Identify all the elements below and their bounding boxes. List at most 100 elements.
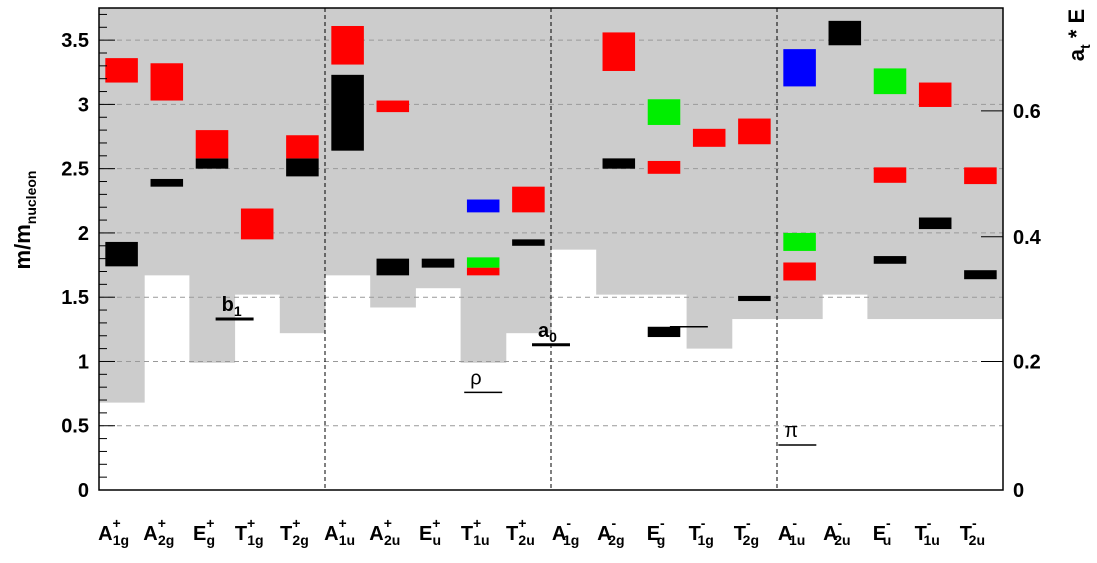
- y-tick-label-7: 3.5: [61, 30, 89, 52]
- y-tick-label-3: 1.5: [61, 287, 89, 309]
- category-label-11: A-2g: [597, 515, 624, 548]
- y-tick-label-2: 1: [78, 351, 89, 373]
- category-labels-layer: A+ 1g A+ 2g E+ g T+ 1g T+ 2g A+ 1u A+ 2u E+ u T+ 1u T+ 2u A-…: [98, 515, 985, 548]
- shaded-region-14: [731, 8, 778, 320]
- state-band-24: [692, 128, 726, 147]
- y2-tick-label-3: 0.6: [1013, 101, 1041, 123]
- state-band-28: [783, 232, 816, 251]
- y2-tick-label-1: 0.2: [1013, 351, 1041, 373]
- state-band-33: [873, 68, 907, 95]
- reference-lines-layer: b1 ρ a0 π: [215, 294, 817, 446]
- shaded-region-6: [370, 8, 416, 308]
- plot-frame: [98, 7, 1004, 491]
- reference-label-4: π: [784, 420, 798, 442]
- state-band-1: [105, 58, 138, 83]
- shaded-region-3: [234, 8, 281, 295]
- state-band-17: [512, 239, 545, 246]
- shaded-region-7: [415, 8, 462, 289]
- shaded-region-10: [551, 8, 597, 250]
- state-band-37: [964, 167, 997, 185]
- state-band-0: [105, 241, 138, 267]
- y-tick-label-1: 0.5: [61, 416, 89, 438]
- state-band-20: [602, 32, 636, 71]
- state-band-8: [286, 135, 319, 159]
- state-band-7: [286, 158, 319, 177]
- category-label-9: T+ 2u: [506, 515, 535, 548]
- shaded-region-17: [867, 8, 914, 320]
- y-axis-title: m/mnucleon: [10, 171, 39, 270]
- state-band-26: [738, 118, 771, 145]
- category-label-13: T-1g: [689, 515, 714, 548]
- category-label-19: T-2u: [960, 515, 985, 548]
- shaded-region-18: [912, 8, 959, 320]
- category-label-16: A-2u: [823, 515, 850, 548]
- reference-label-1: ρ: [470, 367, 481, 389]
- y2-axis-title-main: a: [1064, 48, 1089, 61]
- category-label-8: T+ 1u: [461, 515, 490, 548]
- state-bands-layer: [105, 20, 997, 338]
- state-band-22: [647, 160, 681, 174]
- state-band-23: [647, 99, 681, 125]
- state-band-19: [602, 158, 636, 169]
- y-axis-title-main: m/m: [10, 224, 35, 269]
- shaded-region-2: [189, 8, 236, 363]
- y-tick-label-0: 0: [78, 480, 89, 502]
- state-band-2: [150, 178, 184, 187]
- category-label-15: A-1u: [778, 515, 805, 548]
- state-band-35: [918, 82, 952, 107]
- ticks-layer: 0 0.5 1 1.5 2 2.5 3 3.5 0 0.2 0.4 0.6: [61, 13, 1042, 502]
- y2-tick-label-0: 0: [1013, 480, 1024, 502]
- shaded-region-8: [460, 8, 507, 363]
- category-label-5: A+ 1u: [324, 515, 355, 548]
- state-band-27: [783, 262, 816, 281]
- y-tick-label-6: 3: [78, 94, 89, 116]
- category-label-18: T-1u: [915, 515, 940, 548]
- state-band-30: [828, 20, 862, 46]
- shaded-region-1: [144, 8, 190, 276]
- y2-axis-title-suffix: * E: [1064, 9, 1089, 44]
- category-label-0: A+ 1g: [98, 515, 129, 548]
- reference-label-0: b1: [222, 294, 242, 319]
- reference-label-2: a0: [538, 320, 557, 345]
- state-band-36: [964, 270, 997, 280]
- state-band-9: [331, 74, 364, 151]
- state-band-21: [647, 326, 681, 338]
- category-label-10: A-1g: [552, 515, 579, 548]
- state-band-10: [331, 25, 364, 65]
- state-band-31: [873, 256, 907, 264]
- shaded-region-12: [641, 8, 688, 295]
- state-band-4: [195, 158, 229, 169]
- shaded-region-16: [822, 8, 868, 295]
- y-tick-label-4: 2: [78, 223, 89, 245]
- state-band-14: [466, 267, 500, 276]
- y2-tick-label-2: 0.4: [1013, 227, 1042, 249]
- state-band-5: [195, 130, 229, 159]
- state-band-3: [150, 63, 184, 101]
- category-label-12: E-g: [647, 515, 666, 548]
- category-label-2: E+ g: [193, 515, 215, 548]
- state-band-13: [421, 258, 455, 268]
- frame-layer: [98, 7, 1004, 491]
- state-band-29: [783, 49, 816, 87]
- state-band-32: [873, 167, 907, 183]
- state-band-15: [466, 257, 500, 268]
- y2-axis-title-sub: t: [1077, 44, 1093, 49]
- state-band-11: [376, 258, 410, 276]
- state-band-25: [738, 295, 771, 302]
- category-label-14: T-2g: [734, 515, 759, 548]
- shaded-region-19: [957, 8, 1004, 320]
- state-band-12: [376, 100, 410, 113]
- sector-divider-layer: [324, 8, 778, 490]
- shaded-region-13: [686, 8, 733, 349]
- state-band-6: [240, 208, 274, 240]
- y-axis-title-sub: nucleon: [23, 171, 39, 225]
- state-band-34: [918, 217, 952, 230]
- category-label-7: E+ u: [419, 515, 441, 548]
- category-label-6: A+ 2u: [369, 515, 400, 548]
- state-band-18: [512, 186, 545, 213]
- category-label-1: A+ 2g: [143, 515, 174, 548]
- y-tick-label-5: 2.5: [61, 159, 89, 181]
- category-label-4: T+ 2g: [280, 515, 309, 548]
